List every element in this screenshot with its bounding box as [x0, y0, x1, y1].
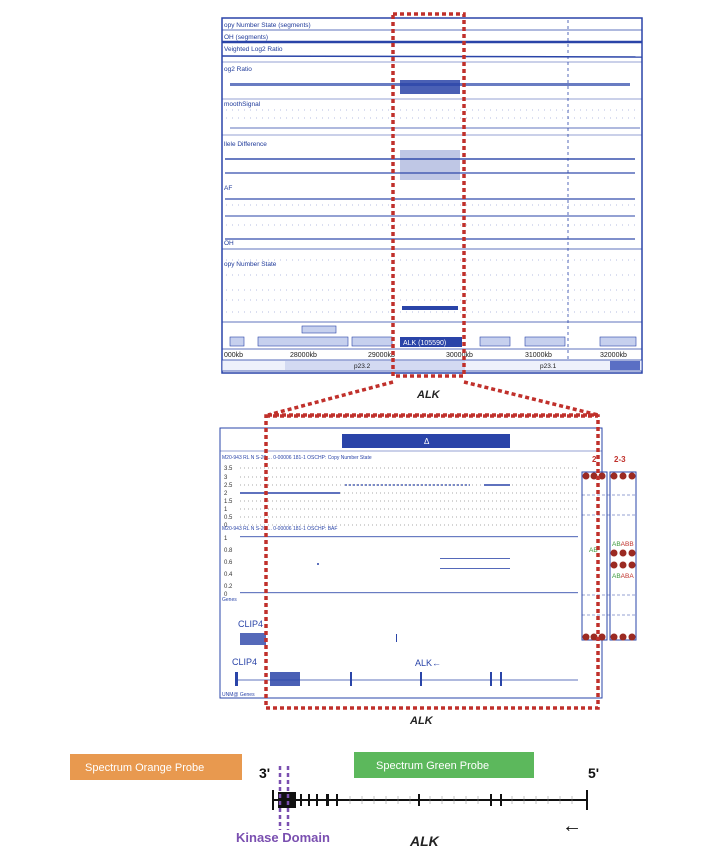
- cn-tick-7: 0: [224, 523, 228, 529]
- allele-abb-suffix: ABB: [621, 541, 634, 548]
- gene-alk: ALK←: [415, 658, 441, 668]
- cn-state-segment: [402, 306, 458, 310]
- track-label-cn-segments: opy Number State (segments): [224, 22, 311, 29]
- axis-tick-4: 31000kb: [525, 352, 552, 359]
- track-label-baf: AF: [224, 185, 232, 192]
- state-col-1-label: 2: [592, 455, 597, 464]
- baf-tick-labels: 1 0.8 0.6 0.4 0.2 0: [224, 536, 233, 598]
- green-probe-label: Spectrum Green Probe: [376, 760, 489, 772]
- cn-tick-4: 1.5: [224, 499, 233, 505]
- probe-diagram: Spectrum Orange Probe Spectrum Green Pro…: [70, 752, 599, 849]
- top-axis-ticks: 000kb 28000kb 29000kb 30000kb 31000kb 32…: [224, 352, 627, 359]
- five-prime-label: 5': [588, 765, 599, 781]
- band-p23-1: p23.1: [540, 363, 557, 370]
- log2-scatter: [230, 80, 630, 94]
- orange-probe-label: Spectrum Orange Probe: [85, 762, 204, 774]
- cn-tick-5: 1: [224, 507, 228, 513]
- track-label-log2-ratio: og2 Ratio: [224, 66, 252, 73]
- state-col-2-label: 2-3: [614, 455, 626, 464]
- baf-tick-4: 0.2: [224, 584, 233, 590]
- middle-top-arrow: Δ: [424, 437, 430, 446]
- baf-tick-3: 0.4: [224, 572, 233, 578]
- allele-ab2: AB: [612, 541, 621, 548]
- middle-caption-alk: ALK: [409, 715, 434, 727]
- axis-tick-3: 30000kb: [446, 352, 473, 359]
- allele-aba-suffix: ABA: [621, 573, 635, 580]
- axis-tick-2: 29000kb: [368, 352, 395, 359]
- baf-tick-2: 0.6: [224, 560, 233, 566]
- gene-blocks: [229, 325, 637, 347]
- gene-clip4-b: CLIP4: [232, 657, 257, 667]
- kinase-domain-label: Kinase Domain: [236, 830, 330, 845]
- track-label-loh-segments: OH (segments): [224, 34, 268, 41]
- top-genome-browser: opy Number State (segments) OH (segments…: [221, 12, 643, 378]
- alk-minor-ticks: [349, 796, 573, 804]
- track-label-allele-difference: llele Difference: [224, 141, 267, 148]
- allele-aba: ABABA: [612, 573, 634, 580]
- alk-highlight-box: [391, 12, 466, 378]
- band-p23-2: p23.2: [354, 363, 371, 370]
- genes-label-2: UNM@ Genes: [222, 692, 255, 698]
- allele-diff-scatter: [225, 150, 635, 180]
- baf-tick-0: 1: [224, 536, 228, 542]
- baf-scatter: [225, 198, 635, 240]
- baf-tick-1: 0.8: [224, 548, 233, 554]
- cn-tick-0: 3.5: [224, 466, 233, 472]
- gene-clip4-a: CLIP4: [238, 619, 263, 629]
- alk-gene-label: ALK (105590): [403, 340, 446, 347]
- bottom-caption-alk: ALK: [409, 833, 440, 849]
- middle-track-title-cn: M20-943 RL N S-20 ... 0-00006 181-1 OSCH…: [222, 455, 372, 461]
- baf-points: [240, 536, 578, 594]
- cn-tick-labels: 3.5 3 2.5 2 1.5 1 0.5 0: [224, 466, 233, 529]
- alk-exon-marks: [272, 790, 588, 810]
- state-column-1: [581, 471, 608, 641]
- orange-probe-box: [70, 754, 242, 780]
- cn-tick-6: 0.5: [224, 515, 233, 521]
- track-label-cn-state: opy Number State: [224, 261, 277, 268]
- cn-tick-1: 3: [224, 475, 228, 481]
- top-panel-frame: [221, 17, 643, 374]
- allele-aab: AB: [612, 573, 621, 580]
- track-label-smooth-signal: moothSignal: [224, 101, 261, 108]
- middle-track-title-baf: M20-943 RL N S-20 ... 0-00006 181-1 OSCH…: [222, 526, 337, 532]
- clip4-exons-a: [240, 633, 266, 645]
- state-dots: [582, 472, 636, 641]
- state-column-dashes: [582, 494, 636, 616]
- track-label-weighted-log2: Veighted Log2 Ratio: [224, 46, 283, 53]
- axis-tick-1: 28000kb: [290, 352, 317, 359]
- cn-tick-2: 2.5: [224, 483, 233, 489]
- top-caption-alk: ALK: [416, 389, 441, 401]
- direction-arrow: ←: [562, 815, 582, 837]
- clip4-exons-b: [235, 672, 502, 686]
- allele-ab: AB: [589, 547, 598, 554]
- kinase-domain-markers: [278, 766, 290, 830]
- allele-abb: ABABB: [612, 541, 634, 548]
- axis-tick-5: 32000kb: [600, 352, 627, 359]
- three-prime-label: 3': [259, 765, 270, 781]
- genes-label: Genes: [222, 597, 237, 603]
- axis-tick-0: 000kb: [224, 352, 243, 359]
- middle-highlight-box: [264, 414, 600, 710]
- alk-gene-box: [400, 337, 462, 347]
- middle-genome-browser: Δ M20-943 RL N S-20 ... 0-00006 181-1 OS…: [219, 414, 637, 710]
- baf-tick-5: 0: [224, 592, 228, 598]
- green-probe-box: [354, 752, 534, 778]
- cn-tick-3: 2: [224, 491, 228, 497]
- middle-top-gene-bar: [342, 434, 510, 448]
- middle-panel-frame: [219, 427, 603, 699]
- track-label-loh: OH: [224, 240, 234, 247]
